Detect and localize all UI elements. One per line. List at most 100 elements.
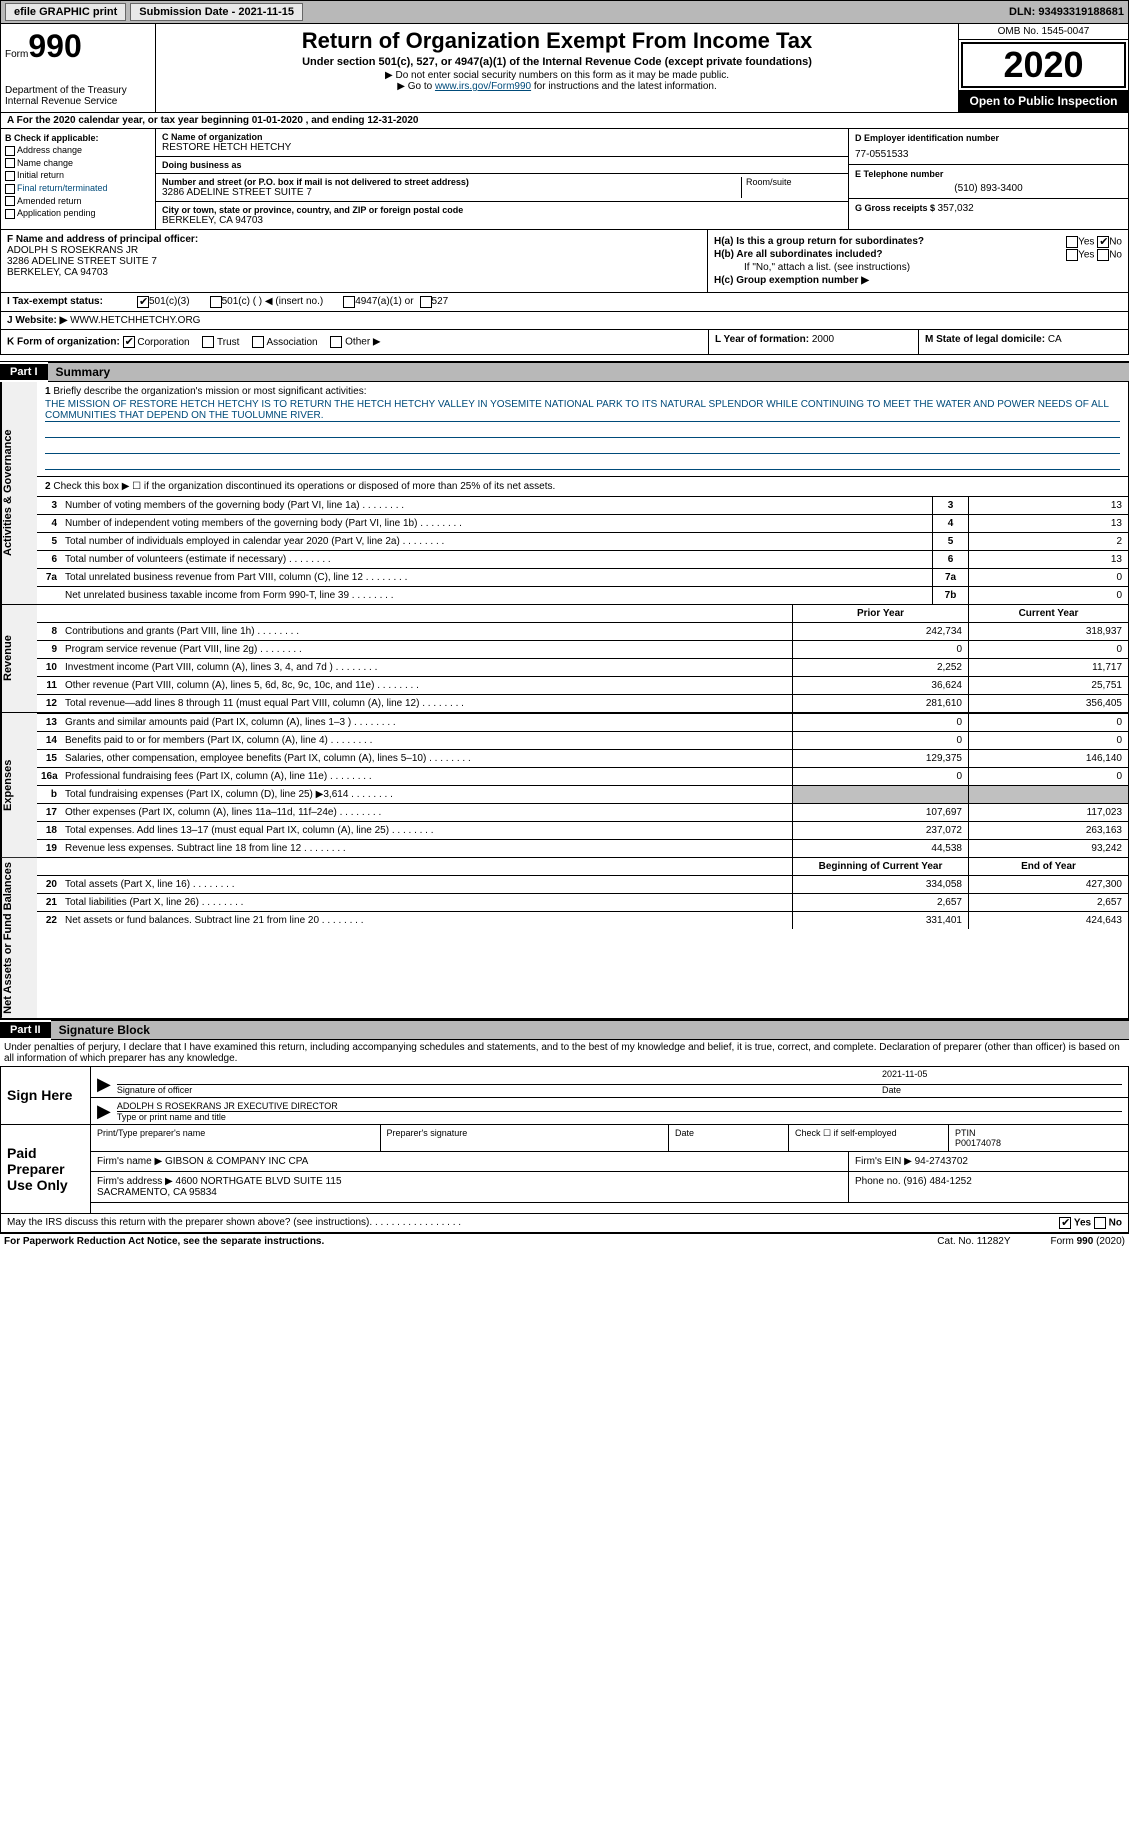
header-right: OMB No. 1545-0047 2020 Open to Public In… <box>958 24 1128 112</box>
org-name-row: C Name of organization RESTORE HETCH HET… <box>156 129 848 157</box>
row-j: J Website: ▶ WWW.HETCHHETCHY.ORG <box>0 312 1129 330</box>
row-i: I Tax-exempt status: 501(c)(3) 501(c) ( … <box>0 293 1129 312</box>
discuss-no[interactable] <box>1094 1217 1106 1229</box>
row-klm: K Form of organization: Corporation Trus… <box>0 330 1129 355</box>
row-a-period: A For the 2020 calendar year, or tax yea… <box>0 113 1129 129</box>
street-lbl: Number and street (or P.O. box if mail i… <box>162 177 737 187</box>
chk-amended-return[interactable]: Amended return <box>5 196 151 207</box>
chk-final-return[interactable]: Final return/terminated <box>5 183 151 194</box>
header-center: Return of Organization Exempt From Incom… <box>156 24 958 112</box>
chk-527[interactable] <box>420 296 432 308</box>
discuss-yes[interactable] <box>1059 1217 1071 1229</box>
gov-line-7a: 7aTotal unrelated business revenue from … <box>37 568 1128 586</box>
efile-print-btn[interactable]: efile GRAPHIC print <box>5 3 126 21</box>
box-b: B Check if applicable: Address change Na… <box>1 129 156 229</box>
chk-trust[interactable] <box>202 336 214 348</box>
hb-note: If "No," attach a list. (see instruction… <box>714 262 1122 273</box>
gov-line-3: 3Number of voting members of the governi… <box>37 496 1128 514</box>
subtitle: Under section 501(c), 527, or 4947(a)(1)… <box>160 56 954 68</box>
org-name-lbl: C Name of organization <box>162 132 842 142</box>
officer-name-line: ▶ ADOLPH S ROSEKRANS JR EXECUTIVE DIRECT… <box>91 1098 1128 1124</box>
hb-no[interactable] <box>1097 249 1109 261</box>
sig-date: 2021-11-05 <box>882 1069 1122 1085</box>
ha-no[interactable] <box>1097 236 1109 248</box>
chk-4947[interactable] <box>343 296 355 308</box>
box-b-label: B Check if applicable: <box>5 133 151 143</box>
end-year-hdr: End of Year <box>968 858 1128 875</box>
section-fh: F Name and address of principal officer:… <box>0 230 1129 293</box>
sign-here-lbl: Sign Here <box>1 1067 91 1124</box>
hb-yes[interactable] <box>1066 249 1078 261</box>
curr-year-hdr: Current Year <box>968 605 1128 622</box>
date-lbl: Date <box>882 1085 1122 1095</box>
gov-line-6: 6Total number of volunteers (estimate if… <box>37 550 1128 568</box>
paid-prep-lbl: Paid Preparer Use Only <box>1 1125 91 1213</box>
net-header: Beginning of Current Year End of Year <box>37 858 1128 875</box>
ein: 77-0551533 <box>855 149 1122 160</box>
line-18: 18Total expenses. Add lines 13–17 (must … <box>37 821 1128 839</box>
form-number: 990 <box>28 28 81 64</box>
sig-officer-line: ▶ Signature of officer 2021-11-05 Date <box>91 1067 1128 1098</box>
main-title: Return of Organization Exempt From Incom… <box>160 28 954 54</box>
chk-501c[interactable] <box>210 296 222 308</box>
city: BERKELEY, CA 94703 <box>162 215 842 226</box>
part2-header: Part II Signature Block <box>0 1019 1129 1040</box>
irs-link[interactable]: www.irs.gov/Form990 <box>435 81 531 92</box>
netassets-section: Net Assets or Fund Balances Beginning of… <box>0 858 1129 1019</box>
line-15: 15Salaries, other compensation, employee… <box>37 749 1128 767</box>
prep-selfemp-hdr: Check ☐ if self-employed <box>788 1125 948 1152</box>
governance-section: Activities & Governance 1 Briefly descri… <box>0 382 1129 605</box>
chk-other[interactable] <box>330 336 342 348</box>
part2-title: Signature Block <box>51 1020 1129 1040</box>
ha-row: H(a) Is this a group return for subordin… <box>714 236 1122 247</box>
box-c: C Name of organization RESTORE HETCH HET… <box>156 129 848 229</box>
line-14: 14Benefits paid to or for members (Part … <box>37 731 1128 749</box>
chk-address-change[interactable]: Address change <box>5 145 151 156</box>
tel-row: E Telephone number (510) 893-3400 <box>849 165 1128 199</box>
chk-501c3[interactable] <box>137 296 149 308</box>
chk-initial-return[interactable]: Initial return <box>5 170 151 181</box>
officer-typed-name: ADOLPH S ROSEKRANS JR EXECUTIVE DIRECTOR <box>117 1101 1122 1112</box>
form-header: Form990 Department of the Treasury Inter… <box>0 24 1129 113</box>
preparer-grid: Print/Type preparer's name Preparer's si… <box>91 1125 1128 1152</box>
prep-date-hdr: Date <box>668 1125 788 1152</box>
sign-here-block: Sign Here ▶ Signature of officer 2021-11… <box>0 1066 1129 1125</box>
instr-2: ▶ Go to www.irs.gov/Form990 for instruct… <box>160 81 954 92</box>
line-13: 13Grants and similar amounts paid (Part … <box>37 713 1128 731</box>
chk-name-change[interactable]: Name change <box>5 158 151 169</box>
line1-lbl: Briefly describe the organization's miss… <box>53 386 366 397</box>
line-2: 2 Check this box ▶ ☐ if the organization… <box>37 476 1128 496</box>
chk-corp[interactable] <box>123 336 135 348</box>
part1-header: Part I Summary <box>0 361 1129 382</box>
line-16a: 16aProfessional fundraising fees (Part I… <box>37 767 1128 785</box>
chk-application-pending[interactable]: Application pending <box>5 208 151 219</box>
arrow-icon: ▶ <box>97 1074 111 1095</box>
box-de: D Employer identification number 77-0551… <box>848 129 1128 229</box>
instr-1: ▶ Do not enter social security numbers o… <box>160 70 954 81</box>
line-1: 1 Briefly describe the organization's mi… <box>37 382 1128 476</box>
side-governance: Activities & Governance <box>1 382 37 604</box>
topbar: efile GRAPHIC print Submission Date - 20… <box>0 0 1129 24</box>
line-19: 19Revenue less expenses. Subtract line 1… <box>37 839 1128 857</box>
footer-left: For Paperwork Reduction Act Notice, see … <box>4 1236 324 1247</box>
line-12: 12Total revenue—add lines 8 through 11 (… <box>37 694 1128 712</box>
gross-lbl: G Gross receipts $ <box>855 203 938 213</box>
type-name-lbl: Type or print name and title <box>117 1112 1122 1122</box>
tax-year: 2020 <box>961 42 1126 88</box>
hc-row: H(c) Group exemption number ▶ <box>714 275 1122 286</box>
side-expenses: Expenses <box>1 713 37 857</box>
officer-name: ADOLPH S ROSEKRANS JR <box>7 245 701 256</box>
submission-date: Submission Date - 2021-11-15 <box>130 3 303 21</box>
box-h: H(a) Is this a group return for subordin… <box>708 230 1128 292</box>
ha-yes[interactable] <box>1066 236 1078 248</box>
firm-name: GIBSON & COMPANY INC CPA <box>165 1156 308 1167</box>
dln: DLN: 93493319188681 <box>1009 6 1124 18</box>
chk-assoc[interactable] <box>252 336 264 348</box>
officer-addr1: 3286 ADELINE STREET SUITE 7 <box>7 256 701 267</box>
box-f: F Name and address of principal officer:… <box>1 230 708 292</box>
suite-lbl: Room/suite <box>742 177 842 198</box>
ein-row: D Employer identification number 77-0551… <box>849 129 1128 165</box>
gov-line-4: 4Number of independent voting members of… <box>37 514 1128 532</box>
firm-ein: 94-2743702 <box>915 1156 968 1167</box>
line-8: 8Contributions and grants (Part VIII, li… <box>37 622 1128 640</box>
